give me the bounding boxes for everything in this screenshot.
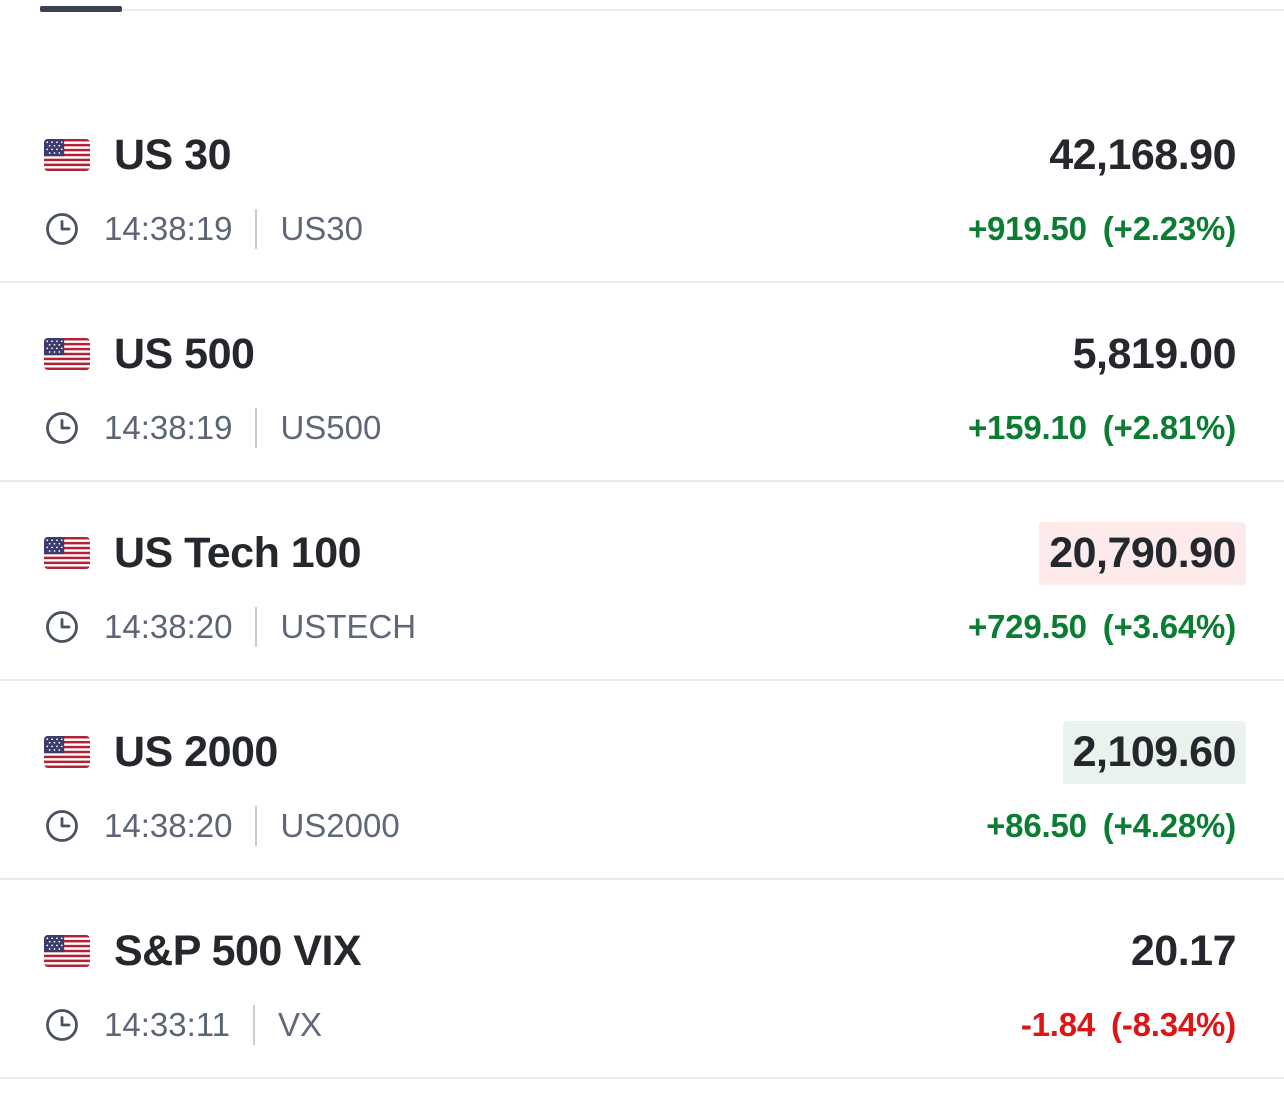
vertical-divider	[253, 1005, 256, 1045]
row-detail-line: 14:38:20 US2000 +86.50 (+4.28%)	[44, 803, 1236, 849]
vertical-divider	[255, 607, 258, 647]
instrument-price: 2,109.60	[1062, 720, 1246, 784]
instrument-symbol: USTECH	[280, 608, 417, 645]
vertical-divider	[255, 408, 258, 448]
instrument-name[interactable]: US Tech 100	[114, 528, 362, 577]
instrument-change: +919.50 (+2.23%)	[968, 210, 1236, 248]
us-flag-icon	[44, 338, 90, 370]
row-title-line: US Tech 100 20,790.90	[44, 521, 1246, 585]
instrument-name[interactable]: S&P 500 VIX	[114, 926, 362, 975]
clock-icon	[44, 808, 80, 844]
clock-icon	[44, 410, 80, 446]
instrument-price: 5,819.00	[1072, 329, 1237, 378]
last-update-time: 14:33:11	[104, 1006, 231, 1043]
change-value: +86.50	[986, 807, 1087, 844]
row-detail-line: 14:38:19 US30 +919.50 (+2.23%)	[44, 206, 1236, 252]
indices-list: US 30 42,168.90 14:38:19 US30 +919.50 (+2…	[0, 84, 1284, 1079]
clock-icon	[44, 609, 80, 645]
row-title-line: US 30 42,168.90	[44, 126, 1236, 184]
change-percent: (-8.34%)	[1111, 1006, 1236, 1043]
clock-icon	[44, 211, 80, 247]
row-title-line: US 500 5,819.00	[44, 325, 1237, 383]
us-flag-icon	[44, 736, 90, 768]
clock-icon	[44, 1007, 80, 1043]
change-percent: (+2.81%)	[1102, 409, 1236, 446]
last-update-time: 14:38:20	[104, 608, 233, 645]
top-divider-accent	[40, 6, 122, 12]
change-percent: (+2.23%)	[1102, 210, 1236, 247]
instrument-change: +729.50 (+3.64%)	[968, 608, 1236, 646]
instrument-symbol: US500	[280, 409, 382, 446]
change-percent: (+4.28%)	[1102, 807, 1236, 844]
instrument-symbol: US2000	[280, 807, 400, 844]
last-update-time: 14:38:20	[104, 807, 233, 844]
instrument-row-us30[interactable]: US 30 42,168.90 14:38:19 US30 +919.50 (+2…	[0, 84, 1284, 283]
top-divider	[40, 9, 1284, 11]
us-flag-icon	[44, 537, 90, 569]
instrument-symbol: US30	[280, 210, 364, 247]
change-value: +729.50	[967, 608, 1087, 645]
row-detail-line: 14:38:19 US500 +159.10 (+2.81%)	[44, 405, 1236, 451]
change-value: -1.84	[1020, 1006, 1096, 1043]
instrument-price: 42,168.90	[1049, 130, 1236, 179]
last-update-time: 14:38:19	[104, 409, 233, 446]
instrument-change: -1.84 (-8.34%)	[1021, 1006, 1236, 1044]
row-title-line: S&P 500 VIX 20.17	[44, 922, 1237, 980]
instrument-symbol: VX	[278, 1006, 323, 1043]
vertical-divider	[255, 209, 258, 249]
instrument-row-vix[interactable]: S&P 500 VIX 20.17 14:33:11 VX -1.84 (-8.3…	[0, 880, 1284, 1079]
change-value: +919.50	[967, 210, 1087, 247]
instrument-change: +86.50 (+4.28%)	[986, 807, 1236, 845]
last-update-time: 14:38:19	[104, 210, 233, 247]
row-detail-line: 14:38:20 USTECH +729.50 (+3.64%)	[44, 604, 1236, 650]
change-value: +159.10	[967, 409, 1087, 446]
instrument-name[interactable]: US 2000	[114, 727, 278, 776]
us-flag-icon	[44, 139, 90, 171]
instrument-row-us2000[interactable]: US 2000 2,109.60 14:38:20 US2000 +86.50 (…	[0, 681, 1284, 880]
instrument-change: +159.10 (+2.81%)	[968, 409, 1236, 447]
instrument-row-us500[interactable]: US 500 5,819.00 14:38:19 US500 +159.10 (+…	[0, 283, 1284, 482]
row-detail-line: 14:33:11 VX -1.84 (-8.34%)	[44, 1002, 1236, 1048]
change-percent: (+3.64%)	[1102, 608, 1236, 645]
row-title-line: US 2000 2,109.60	[44, 720, 1246, 784]
instrument-price: 20.17	[1130, 926, 1237, 975]
top-cutoff-strip	[0, 0, 1284, 84]
instrument-name[interactable]: US 30	[114, 130, 232, 179]
vertical-divider	[255, 806, 258, 846]
instrument-row-ustech[interactable]: US Tech 100 20,790.90 14:38:20 USTECH +7…	[0, 482, 1284, 681]
instrument-price: 20,790.90	[1039, 521, 1246, 585]
instrument-name[interactable]: US 500	[114, 329, 255, 378]
us-flag-icon	[44, 935, 90, 967]
